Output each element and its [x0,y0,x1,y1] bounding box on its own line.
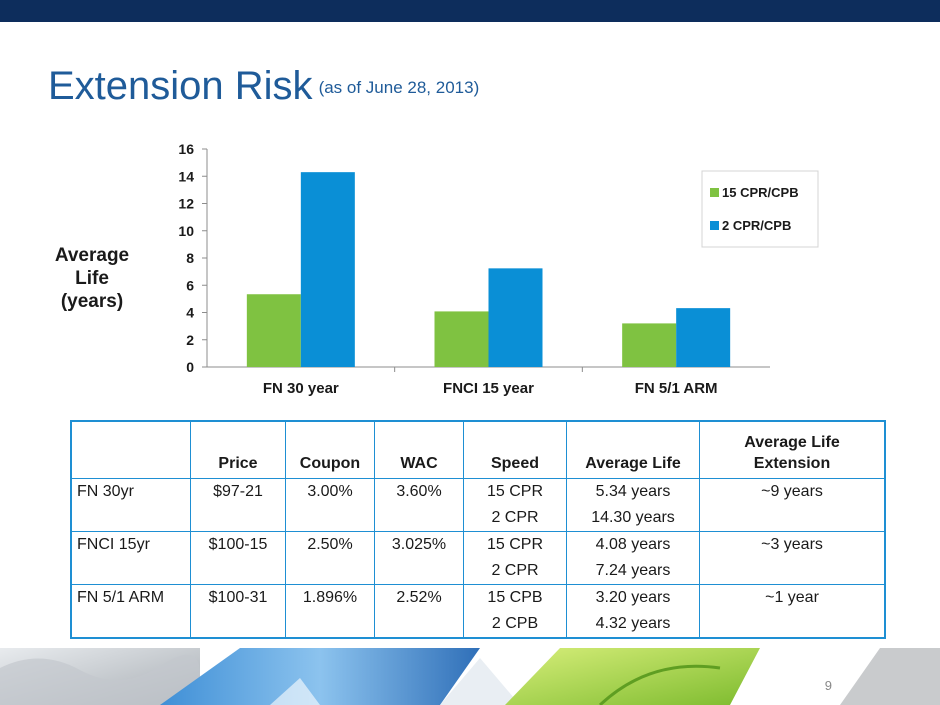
y-tick-label: 6 [186,277,194,293]
y-tick-label: 8 [186,250,194,266]
table-row: FN 5/1 ARM $100-31 1.896% 2.52% 15 CPB 2 … [70,584,886,639]
bar [434,311,489,367]
table-header-cell: Price [190,420,286,479]
y-axis-label-line: (years) [60,291,124,312]
average-life-value: 5.34 years [595,483,671,500]
table-header-cell: Average Life [566,420,700,479]
wac-cell: 3.60% [374,478,464,532]
wac-cell: 3.025% [374,531,464,585]
speed-value: 2 CPB [491,615,539,632]
y-axis-label-line: Average [54,245,130,266]
extension-table: Price Coupon WAC Speed Average Life Aver… [70,420,886,639]
speed-value: 2 CPR [491,509,539,526]
x-tick-label: FN 30 year [263,380,339,397]
table-row: FNCI 15yr $100-15 2.50% 3.025% 15 CPR 2 C… [70,531,886,585]
average-life-cell: 5.34 years 14.30 years [566,478,700,532]
average-life-cell: 3.20 years 4.32 years [566,584,700,639]
extension-cell: ~9 years [699,478,886,532]
speed-cell: 15 CPR 2 CPR [463,531,567,585]
coupon-cell: 3.00% [285,478,375,532]
y-tick-label: 14 [178,168,194,184]
title-text: Extension Risk [48,64,313,108]
row-name: FN 5/1 ARM [70,584,191,639]
average-life-value: 7.24 years [595,562,671,579]
table-header-cell: WAC [374,420,464,479]
extension-cell: ~1 year [699,584,886,639]
y-tick-label: 10 [178,223,194,239]
bar [622,323,677,367]
x-tick-label: FNCI 15 year [443,380,534,397]
page-number: 9 [824,678,832,693]
average-life-value: 3.20 years [595,589,671,606]
average-life-cell: 4.08 years 7.24 years [566,531,700,585]
table-header-cell: Speed [463,420,567,479]
subtitle-text: (as of June 28, 2013) [318,78,480,97]
bar [488,268,543,367]
table-header-cell: Coupon [285,420,375,479]
row-name: FNCI 15yr [70,531,191,585]
y-tick-label: 16 [178,141,194,157]
coupon-cell: 1.896% [285,584,375,639]
y-axis-label-line: Life [75,268,109,289]
table-header-cell [70,420,191,479]
legend-box [701,170,819,248]
speed-value: 15 CPR [486,483,544,500]
speed-value: 15 CPB [487,589,543,606]
legend-label: 15 CPR/CPB [722,185,799,200]
slide-title: Extension Risk (as of June 28, 2013) [48,64,479,109]
y-axis-label: Average Life (years) [38,244,146,313]
legend-swatch [710,221,719,230]
y-tick-label: 2 [186,332,194,348]
legend-swatch [710,188,719,197]
top-brand-bar [0,0,940,22]
bar [300,172,355,367]
price-cell: $97-21 [190,478,286,532]
price-cell: $100-31 [190,584,286,639]
table-header-row: Price Coupon WAC Speed Average Life Aver… [70,420,886,479]
y-tick-label: 0 [186,359,194,375]
wac-cell: 2.52% [374,584,464,639]
table-row: FN 30yr $97-21 3.00% 3.60% 15 CPR 2 CPR 5… [70,478,886,532]
speed-value: 2 CPR [491,562,539,579]
average-life-value: 4.32 years [595,615,671,632]
speed-value: 15 CPR [486,536,544,553]
x-tick-label: FN 5/1 ARM [635,380,718,397]
y-tick-label: 4 [186,305,194,321]
bar-chart: 0 2 4 6 8 10 12 14 16 FN 30 year FNCI 15 year FN 5/… [178,141,819,397]
y-tick-label: 12 [178,196,194,212]
bar [676,308,731,367]
speed-cell: 15 CPB 2 CPB [463,584,567,639]
average-life-value: 4.08 years [595,536,671,553]
average-life-value: 14.30 years [591,509,675,526]
bar [246,294,301,367]
table-header-cell: Average Life Extension [699,420,886,479]
extension-cell: ~3 years [699,531,886,585]
price-cell: $100-15 [190,531,286,585]
decorative-photo-strip [0,648,940,705]
row-name: FN 30yr [70,478,191,532]
speed-cell: 15 CPR 2 CPR [463,478,567,532]
legend-label: 2 CPR/CPB [722,218,791,233]
coupon-cell: 2.50% [285,531,375,585]
